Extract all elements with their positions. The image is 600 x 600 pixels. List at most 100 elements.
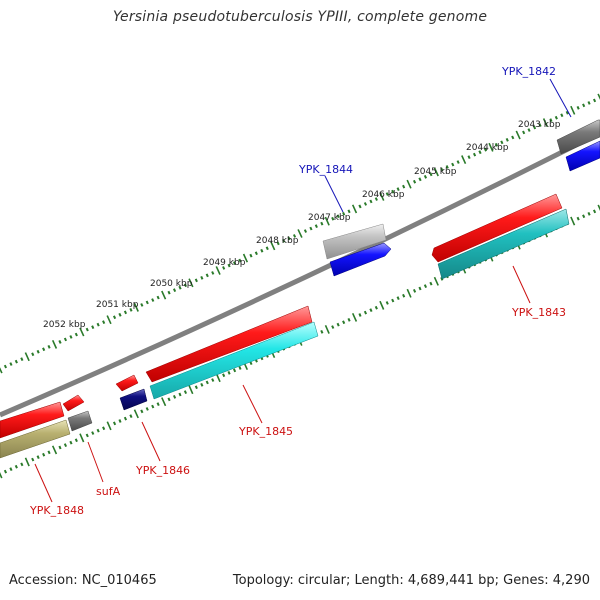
inner-ring-minor-tick (200, 382, 204, 387)
outer-ring-major-tick (379, 192, 385, 201)
outer-ring-minor-tick (494, 142, 498, 147)
inner-ring-minor-tick (42, 452, 46, 457)
feature-sufa-red[interactable] (62, 394, 85, 412)
outer-ring-minor-tick (254, 251, 258, 256)
feature-ypk-1843-red[interactable] (431, 193, 563, 263)
leader-sufa (87, 441, 104, 483)
feature-ypk-1845-red[interactable] (145, 305, 313, 383)
inner-ring-major-tick (433, 276, 439, 286)
gene-label-ypk-1844[interactable]: YPK_1844 (298, 163, 353, 176)
outer-ring-minor-tick (456, 160, 460, 164)
outer-ring-minor-tick (227, 263, 231, 268)
gene-labels: YPK_1842 YPK_1844 YPK_1843 YPK_1845 YPK_… (29, 65, 566, 517)
inner-ring-minor-tick (167, 397, 171, 402)
outer-ring-major-tick (351, 204, 358, 214)
outer-ring-minor-tick (369, 199, 373, 204)
inner-ring-minor-tick (102, 426, 106, 431)
outer-ring-minor-tick (560, 113, 564, 118)
outer-ring-minor-tick (151, 298, 155, 302)
gene-label-sufa[interactable]: sufA (96, 485, 121, 498)
inner-ring-minor-tick (112, 421, 117, 426)
inner-ring-major-tick (406, 288, 412, 298)
inner-ring-minor-tick (151, 404, 155, 409)
outer-ring-minor-tick (478, 150, 482, 155)
outer-ring-minor-tick (396, 187, 400, 192)
outer-ring-major-tick (0, 367, 3, 374)
outer-ring-major-tick (488, 142, 494, 152)
outer-ring-minor-tick (429, 172, 433, 177)
feature-ypk-1844-blue[interactable] (329, 242, 392, 277)
outer-ring-major-tick (161, 290, 167, 300)
outer-ring-minor-tick (287, 236, 291, 241)
inner-ring-minor-tick (429, 281, 433, 286)
inner-ring-minor-tick (140, 409, 144, 414)
outer-ring-minor-tick (31, 352, 35, 357)
inner-ring-major-tick (324, 324, 330, 334)
outer-ring-minor-tick (309, 226, 313, 231)
feature-ypk-1844-grey[interactable] (322, 223, 387, 260)
gene-label-ypk-1843[interactable]: YPK_1843 (511, 306, 566, 319)
outer-ring-minor-tick (418, 177, 422, 182)
gene-label-ypk-1848[interactable]: YPK_1848 (29, 504, 84, 517)
inner-ring-major-tick (106, 421, 112, 431)
outer-ring-major-tick (406, 179, 412, 189)
feature-ypk-1845-cyan[interactable] (149, 321, 319, 400)
leader-ypk-1842 (549, 78, 572, 118)
feature-ypk-1846-navy[interactable] (119, 388, 148, 411)
feature-ypk-1848-olive[interactable] (0, 419, 71, 459)
outer-ring-minor-tick (522, 130, 526, 135)
outer-ring-minor-tick (314, 224, 318, 229)
inner-ring-minor-tick (194, 385, 198, 390)
outer-ring-minor-tick (527, 128, 531, 132)
feature-ypk-1843-teal[interactable] (437, 208, 570, 280)
gene-label-ypk-1846[interactable]: YPK_1846 (135, 464, 190, 477)
inner-ring-minor-tick (232, 368, 237, 373)
inner-ring-minor-tick (9, 467, 13, 472)
feature-ypk-1842-blue[interactable] (565, 140, 600, 172)
inner-ring-minor-tick (336, 322, 340, 327)
gene-label-ypk-1842[interactable]: YPK_1842 (501, 65, 556, 78)
inner-ring-minor-tick (238, 366, 242, 370)
inner-ring-minor-tick (369, 308, 373, 313)
feature-ypk-1846-red[interactable] (115, 374, 139, 392)
inner-ring-minor-tick (396, 296, 400, 301)
outer-ring-major-tick (461, 155, 467, 165)
inner-ring-major-tick (379, 300, 385, 310)
inner-ring-major-tick (24, 457, 30, 467)
outer-ring-minor-tick (363, 202, 368, 206)
outer-ring-minor-tick (336, 214, 340, 219)
outer-ring-minor-tick (91, 325, 95, 330)
inner-ring-minor-tick (183, 390, 188, 394)
outer-ring-minor-tick (472, 152, 477, 157)
outer-ring-major-tick (106, 315, 112, 325)
inner-ring-minor-tick (358, 313, 362, 317)
outer-ring-major-tick (597, 93, 600, 100)
outer-ring-minor-tick (69, 335, 73, 339)
outer-ring-minor-tick (9, 362, 13, 366)
outer-ring-major-tick (270, 241, 276, 251)
inner-ring-major-tick (0, 472, 3, 479)
inner-ring-minor-tick (363, 310, 368, 315)
outer-ring-minor-tick (36, 349, 40, 354)
outer-ring-minor-tick (565, 110, 569, 115)
inner-ring-minor-tick (391, 298, 395, 303)
outer-ring-minor-tick (42, 347, 46, 352)
outer-ring-major-tick (542, 118, 549, 128)
genome-backbone (0, 130, 600, 418)
feature-ypk-1842-grey[interactable] (556, 119, 600, 155)
feature-sufa-grey[interactable] (67, 410, 93, 432)
gene-label-ypk-1845[interactable]: YPK_1845 (238, 425, 293, 438)
inner-ring-minor-tick (320, 329, 324, 334)
outer-ring-minor-tick (123, 310, 128, 315)
outer-ring-minor-tick (3, 364, 8, 369)
kbp-label-2050: 2050 kbp (150, 279, 193, 289)
outer-ring-major-tick (51, 339, 58, 349)
feature-ypk-1848-red[interactable] (0, 401, 65, 439)
outer-ring-minor-tick (331, 216, 335, 221)
inner-ring-minor-tick (118, 419, 122, 423)
outer-ring-minor-tick (140, 303, 144, 307)
inner-ring-major-tick (351, 312, 358, 322)
kbp-label-2048: 2048 kbp (256, 236, 299, 246)
